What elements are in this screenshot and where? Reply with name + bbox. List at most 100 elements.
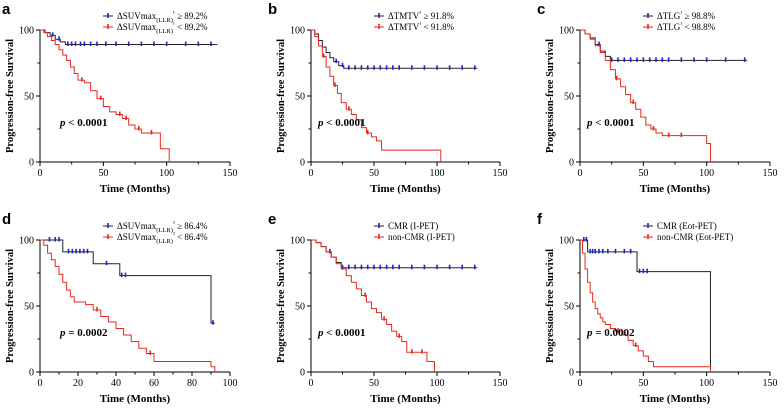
legend-label: ΔTMTV¹ ≥ 91.8% [388,10,454,21]
x-tick-label: 0 [38,378,43,389]
x-tick-label: 150 [763,378,778,389]
x-tick-label: 100 [223,378,238,389]
x-tick-label: 0 [578,168,583,179]
y-axis-label: Progression-free Survival [5,39,16,153]
survival-curve [580,239,711,372]
y-tick-label: 50 [24,92,34,103]
y-axis-label: Progression-free Survival [5,249,16,363]
y-tick-label: 100 [19,236,34,247]
y-tick-label: 50 [295,302,305,313]
y-axis-label: Progression-free Survival [545,249,556,363]
survival-curve [40,239,215,324]
y-tick-label: 50 [564,92,574,103]
panel-letter: e [268,211,276,228]
x-tick-label: 150 [763,168,778,179]
panel-b: b 0 50 100 0 50 100 150 Time (Months) Progression… [268,1,508,195]
series-unfavorable: ΔTMTV¹ < 91.8% [311,21,455,162]
y-tick-label: 0 [29,158,34,169]
x-tick-label: 0 [309,168,314,179]
x-tick-label: 150 [493,168,508,179]
survival-curve [40,239,216,372]
panel-d: d 0 50 100 0 20 40 60 80 100 Time (Months) Progress… [2,211,238,405]
x-tick-label: 50 [638,168,648,179]
x-tick-label: 0 [309,378,314,389]
y-tick-label: 0 [300,368,305,379]
y-tick-label: 0 [569,368,574,379]
panel-a: a 0 50 100 0 50 100 150 Time (Months) Progression… [2,1,238,195]
x-axis-label: Time (Months) [100,393,171,405]
y-tick-label: 50 [24,302,34,313]
series-unfavorable: ΔTLG¹ < 98.8% [580,21,716,162]
p-value: p < 0.0001 [317,117,366,129]
survival-curve [311,29,442,162]
series-unfavorable: non-CMR (I-PET) [311,232,455,372]
x-axis-label: Time (Months) [370,393,441,405]
series-favorable: ΔSUVmax(LLR)¹ ≥ 89.2% [40,10,218,47]
series-unfavorable: ΔSUVmax(LLR)¹ < 89.2% [40,21,208,162]
x-tick-label: 20 [73,378,83,389]
x-tick-label: 40 [111,378,121,389]
legend-label: ΔSUVmax(LLR)² < 86.4% [117,231,208,245]
y-tick-label: 0 [29,368,34,379]
y-tick-label: 100 [290,236,305,247]
legend-label: CMR (Eot-PET) [657,221,717,231]
x-tick-label: 50 [98,168,108,179]
legend-label: non-CMR (Eot-PET) [657,232,733,242]
legend-label: ΔSUVmax(LLR)¹ < 89.2% [117,21,208,35]
x-axis-label: Time (Months) [370,183,441,195]
p-value: p = 0.0002 [586,327,635,339]
panel-e: e 0 50 100 0 50 100 150 Time (Months) Progression… [268,211,508,405]
x-tick-label: 50 [638,378,648,389]
y-tick-label: 100 [559,236,574,247]
x-axis-label: Time (Months) [100,183,171,195]
y-tick-label: 100 [290,26,305,37]
legend-label: ΔTMTV¹ < 91.8% [388,21,455,32]
x-tick-label: 0 [578,378,583,389]
series-unfavorable: non-CMR (Eot-PET) [580,232,733,372]
survival-curve [580,239,711,372]
series-favorable: CMR (Eot-PET) [580,221,717,372]
panel-letter: f [537,211,543,228]
y-axis-label: Progression-free Survival [276,249,287,363]
p-value: p < 0.0001 [586,117,635,129]
series-favorable: ΔSUVmax(LLR)² ≥ 86.4% [40,220,215,325]
x-tick-label: 80 [187,378,197,389]
y-tick-label: 100 [559,26,574,37]
y-tick-label: 0 [569,158,574,169]
legend-label: ΔSUVmax(LLR)¹ ≥ 89.2% [117,10,208,24]
x-tick-label: 150 [493,378,508,389]
y-tick-label: 0 [300,158,305,169]
y-tick-label: 50 [295,92,305,103]
panel-letter: d [2,211,11,228]
x-tick-label: 50 [369,378,379,389]
legend-label: CMR (I-PET) [388,221,438,231]
panel-letter: a [2,1,11,18]
panel-f: f 0 50 100 0 50 100 150 Time (Months) Progression… [537,211,778,405]
survival-curve [580,29,711,162]
survival-curve [311,29,478,69]
x-tick-label: 100 [159,168,174,179]
series-favorable: ΔTMTV¹ ≥ 91.8% [311,10,478,70]
legend-label: non-CMR (I-PET) [388,232,455,242]
y-axis-label: Progression-free Survival [276,39,287,153]
x-tick-label: 0 [38,168,43,179]
x-tick-label: 100 [699,378,714,389]
panel-letter: b [268,1,277,18]
x-axis-label: Time (Months) [640,183,711,195]
x-tick-label: 50 [369,168,379,179]
panel-letter: c [537,1,545,18]
y-tick-label: 50 [564,302,574,313]
x-axis-label: Time (Months) [640,393,711,405]
x-tick-label: 150 [223,168,238,179]
legend-label: ΔSUVmax(LLR)² ≥ 86.4% [117,220,208,234]
p-value: p = 0.0002 [59,327,108,339]
y-axis-label: Progression-free Survival [545,39,556,153]
x-tick-label: 100 [430,168,445,179]
survival-curve [311,239,435,372]
p-value: p < 0.0001 [59,117,108,129]
y-tick-label: 100 [19,26,34,37]
survival-curve [40,29,170,162]
x-tick-label: 100 [699,168,714,179]
x-tick-label: 100 [430,378,445,389]
series-unfavorable: ΔSUVmax(LLR)² < 86.4% [40,231,216,372]
